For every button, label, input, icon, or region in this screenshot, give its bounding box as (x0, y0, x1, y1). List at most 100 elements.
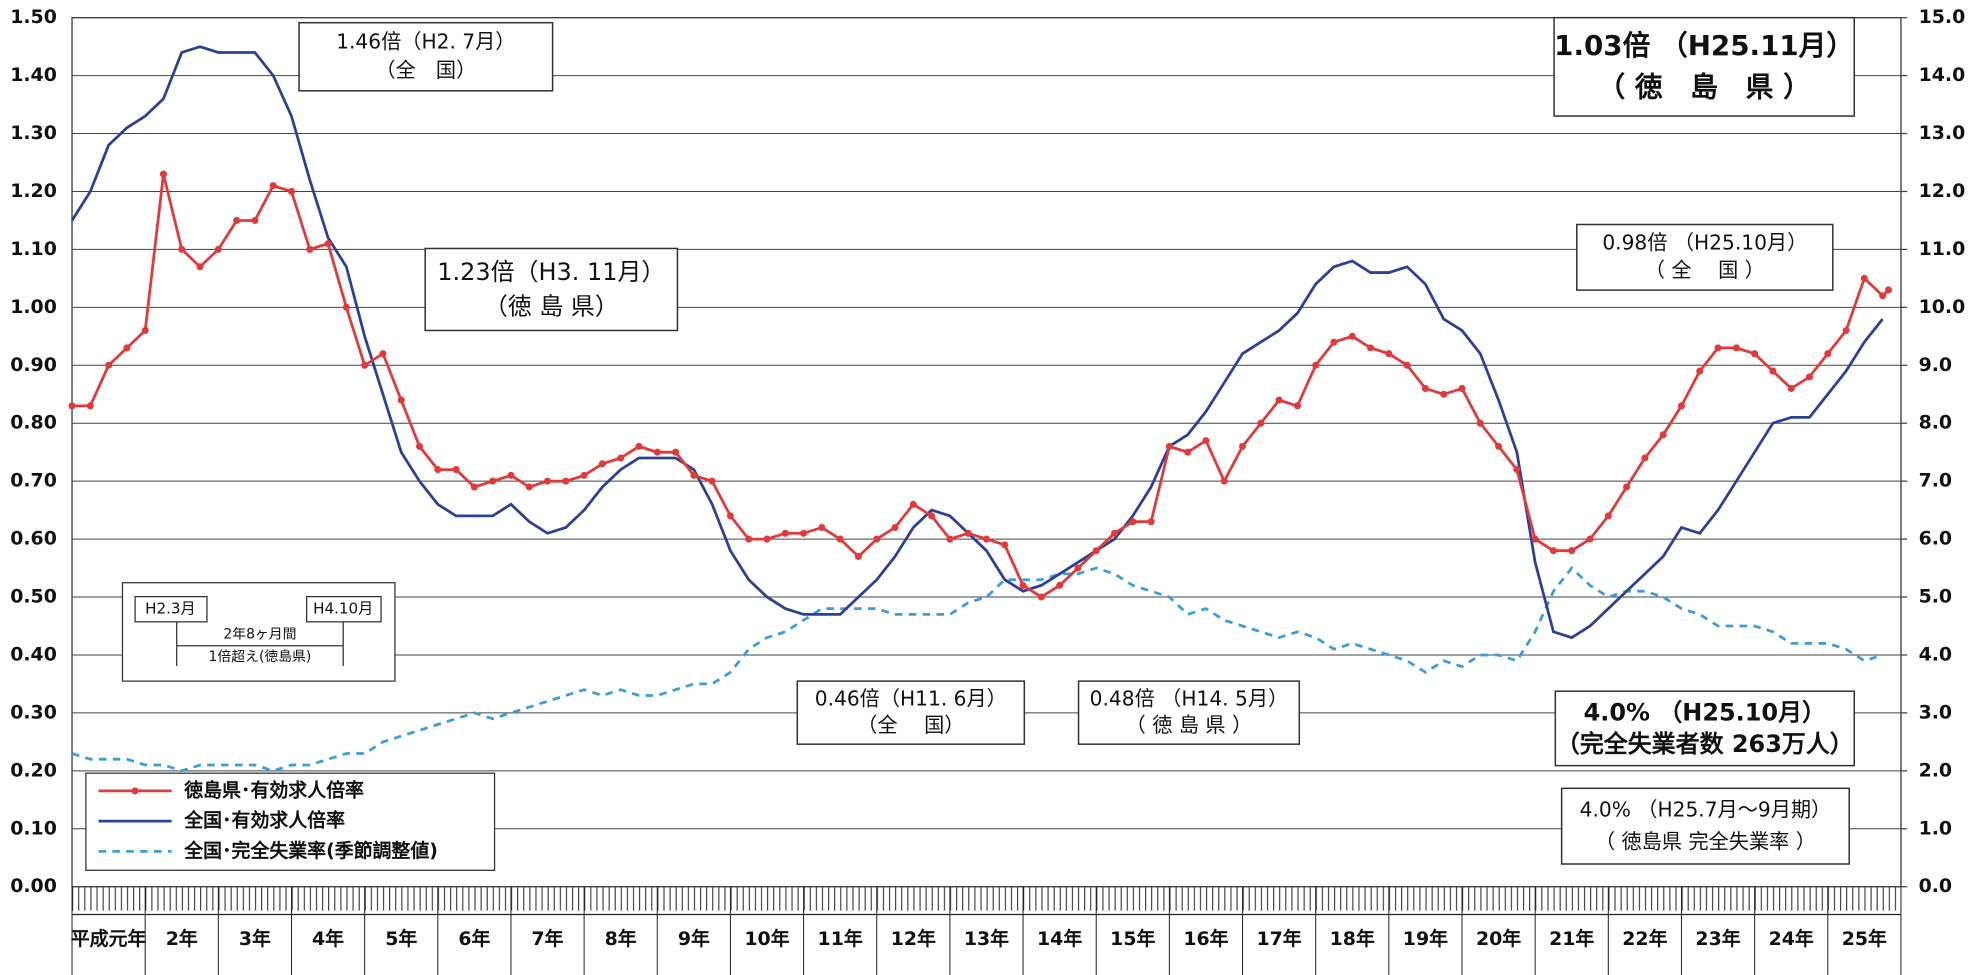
point-marker (982, 535, 991, 543)
y-tick-label: 0.40 (10, 643, 57, 665)
x-tick-label: 12年 (891, 927, 936, 950)
point-marker (836, 535, 844, 543)
point-marker (873, 535, 881, 543)
x-tick-label: 17年 (1256, 927, 1301, 950)
x-tick-label: 8年 (605, 927, 637, 950)
point-marker (379, 350, 387, 358)
point-marker (489, 477, 497, 485)
point-marker (1586, 535, 1594, 543)
point-marker (946, 535, 954, 543)
annotation-text: （ 全 国 ） (1645, 258, 1765, 282)
point-marker (909, 500, 917, 508)
x-tick-label: 平成元年 (71, 927, 147, 950)
point-marker (1714, 344, 1722, 352)
annotation-text: （ 徳 島 県 ） (1126, 713, 1253, 737)
y2-tick-label: 0.0 (1919, 875, 1952, 897)
point-marker (617, 454, 625, 462)
point-marker (1202, 437, 1210, 445)
point-marker (214, 245, 222, 253)
y2-tick-label: 14.0 (1919, 64, 1966, 86)
point-marker (1623, 483, 1631, 491)
point-marker (1769, 367, 1777, 375)
y2-tick-label: 3.0 (1919, 701, 1952, 723)
point-marker (1879, 292, 1887, 300)
point-marker (1476, 419, 1484, 427)
point-marker (1074, 564, 1082, 572)
bracket (176, 621, 344, 666)
annotation-text: （全 国） (375, 58, 476, 82)
point-marker (1458, 384, 1466, 392)
point-marker (598, 460, 606, 468)
point-marker (1842, 326, 1850, 335)
point-marker (159, 170, 167, 178)
x-tick-label: 5年 (385, 927, 417, 950)
y-tick-label: 1.10 (10, 238, 57, 260)
point-marker (178, 245, 186, 253)
annotation-text: H2.3月 (145, 600, 196, 618)
point-marker (123, 344, 131, 352)
legend-label: 全国･有効求人倍率 (183, 809, 345, 832)
point-marker (1403, 361, 1411, 369)
point-marker (763, 535, 771, 543)
x-tick-label: 19年 (1403, 927, 1448, 950)
annotation-box (1077, 680, 1301, 745)
point-marker (800, 529, 808, 537)
y-tick-label: 1.30 (10, 122, 57, 144)
legend-label: 徳島県･有効求人倍率 (183, 778, 364, 801)
annotation-box (1553, 16, 1856, 117)
x-tick-label: 4年 (312, 927, 344, 950)
y-tick-label: 0.70 (10, 470, 57, 492)
x-tick-label: 13年 (964, 927, 1009, 950)
point-marker (544, 477, 552, 485)
annotation-text: 1.03倍 （H25.11月） (1554, 29, 1854, 62)
annotation-text: 1.23倍（H3. 11月） (437, 258, 665, 286)
y2-tick-label: 9.0 (1919, 354, 1952, 376)
x-tick-label: 25年 (1842, 927, 1887, 950)
annotation-box (796, 680, 1026, 745)
annotation-box (298, 21, 554, 92)
point-marker (269, 182, 277, 190)
x-tick-label: 22年 (1622, 927, 1667, 950)
point-marker (690, 471, 698, 479)
y2-tick-label: 15.0 (1919, 6, 1966, 28)
y2-tick-label: 1.0 (1919, 817, 1952, 839)
point-marker (726, 512, 734, 520)
x-tick-label: 21年 (1549, 927, 1594, 950)
point-marker (86, 402, 94, 410)
annotation-box (134, 595, 208, 623)
annotation-text: H4.10月 (313, 600, 373, 618)
point-marker (141, 326, 149, 335)
series-line (70, 45, 1884, 640)
x-tick-label: 11年 (818, 927, 863, 950)
annotation-text: （ 徳島県 完全失業率 ） (1595, 829, 1816, 853)
x-tick-label: 7年 (532, 927, 564, 950)
point-marker (1348, 332, 1356, 340)
point-marker (68, 402, 76, 410)
point-marker (562, 477, 570, 485)
annotation-text: 0.98倍 （H25.10月） (1602, 231, 1807, 255)
y-tick-label: 0.80 (10, 412, 57, 434)
point-marker (415, 442, 424, 450)
annotation-text: 1.46倍（H2. 7月） (336, 30, 515, 54)
point-marker (1549, 547, 1557, 555)
point-marker (196, 263, 204, 271)
x-tick-label: 18年 (1330, 927, 1375, 950)
x-tick-label: 23年 (1695, 927, 1740, 950)
point-marker (324, 240, 332, 248)
x-tick-label: 20年 (1476, 927, 1521, 950)
point-marker (1092, 547, 1100, 555)
y2-tick-label: 12.0 (1919, 180, 1966, 202)
point-marker (1110, 529, 1119, 537)
y-tick-label: 0.30 (10, 701, 57, 723)
point-marker (1165, 442, 1173, 450)
x-tick-label: 24年 (1769, 927, 1814, 950)
y-tick-label: 1.20 (10, 180, 57, 202)
point-marker (1824, 350, 1832, 358)
point-marker (306, 245, 314, 253)
point-marker (1056, 581, 1064, 589)
y-tick-label: 1.50 (10, 6, 57, 28)
point-marker (397, 396, 405, 404)
point-marker (818, 523, 826, 532)
legend-label: 全国･完全失業率(季節調整値) (183, 839, 438, 862)
annotation-box (1554, 690, 1856, 767)
